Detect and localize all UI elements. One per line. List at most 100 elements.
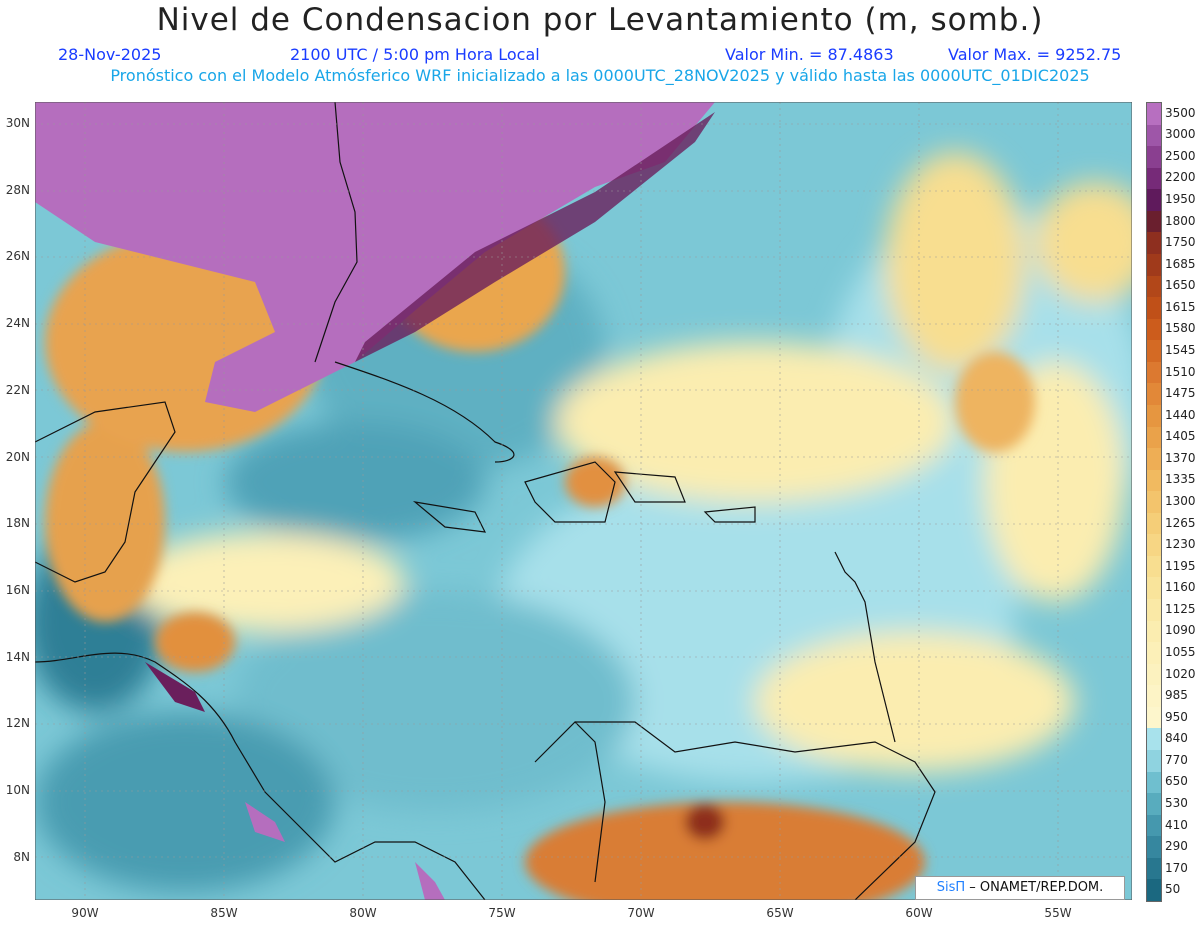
- colorbar-segment: [1147, 836, 1161, 859]
- lon-label: 90W: [71, 906, 99, 920]
- colorbar-segment: [1147, 728, 1161, 751]
- colorbar-segment: [1147, 857, 1161, 880]
- colorbar-label: 1580: [1165, 321, 1196, 336]
- colorbar-segment: [1147, 103, 1161, 126]
- colorbar-label: 840: [1165, 731, 1188, 746]
- colorbar-segment: [1147, 340, 1161, 363]
- colorbar-segment: [1147, 426, 1161, 449]
- colorbar-segment: [1147, 361, 1161, 384]
- lon-label: 80W: [349, 906, 377, 920]
- colorbar-label: 1090: [1165, 623, 1196, 638]
- sispi-logo: SisΠ: [936, 880, 966, 895]
- credit-box: SisΠ – ONAMET/REP.DOM.: [915, 876, 1125, 900]
- colorbar-segment: [1147, 512, 1161, 535]
- colorbar-segment: [1147, 448, 1161, 471]
- colorbar-label: 1265: [1165, 515, 1196, 530]
- lat-label: 28N: [5, 182, 30, 197]
- lon-label: 55W: [1044, 906, 1072, 920]
- lon-label: 75W: [488, 906, 516, 920]
- colorbar-segment: [1147, 685, 1161, 708]
- colorbar-segment: [1147, 167, 1161, 190]
- colorbar-label: 1125: [1165, 601, 1196, 616]
- colorbar-segment: [1147, 297, 1161, 320]
- lat-label: 10N: [5, 783, 30, 797]
- colorbar-label: 985: [1165, 688, 1188, 703]
- lat-label: 8N: [13, 849, 30, 864]
- colorbar-segment: [1147, 146, 1161, 169]
- colorbar-label: 1615: [1165, 299, 1196, 314]
- colorbar-segment: [1147, 771, 1161, 794]
- colorbar-label: 950: [1165, 709, 1188, 724]
- colorbar-label: 410: [1165, 817, 1188, 832]
- map-title: Nivel de Condensacion por Levantamiento …: [156, 2, 1044, 38]
- colorbar-segment: [1147, 253, 1161, 277]
- lon-label: 70W: [627, 906, 655, 920]
- colorbar-label: 1750: [1165, 235, 1196, 250]
- colorbar-label: 1020: [1165, 666, 1196, 681]
- colorbar-label: 3500: [1165, 105, 1196, 120]
- lon-label: 65W: [766, 906, 794, 920]
- colorbar-segment: [1147, 124, 1161, 147]
- colorbar-label: 1650: [1165, 278, 1196, 293]
- colorbar-segment: [1147, 210, 1161, 233]
- lat-label: 22N: [5, 382, 30, 397]
- colorbar-label: 3000: [1165, 127, 1196, 142]
- graticule: [35, 102, 1132, 900]
- lat-label: 24N: [5, 316, 30, 331]
- high-lcl-region: [35, 102, 715, 412]
- colorbar-label: 170: [1165, 860, 1188, 875]
- colorbar-label: 1055: [1165, 644, 1196, 659]
- colorbar-label: 1440: [1165, 407, 1196, 422]
- colorbar-label: 1160: [1165, 580, 1196, 595]
- lat-label: 30N: [5, 116, 30, 130]
- colorbar-label: 2500: [1165, 148, 1196, 163]
- colorbar-segment: [1147, 620, 1161, 643]
- colorbar-label: 1800: [1165, 213, 1196, 228]
- colorbar-segment: [1147, 189, 1161, 212]
- colorbar-label: 650: [1165, 774, 1188, 789]
- colorbar-label: 1475: [1165, 386, 1196, 401]
- colorbar-segment: [1147, 555, 1161, 578]
- colorbar-segment: [1147, 879, 1161, 902]
- forecast-time: 2100 UTC / 5:00 pm Hora Local: [290, 45, 540, 64]
- credit-text: – ONAMET/REP.DOM.: [969, 880, 1104, 895]
- colorbar-segment: [1147, 663, 1161, 686]
- colorbar-label: 1300: [1165, 494, 1196, 508]
- colorbar-segment: [1147, 232, 1161, 255]
- min-value: Valor Min. = 87.4863: [725, 45, 894, 64]
- colorbar-label: 1335: [1165, 472, 1196, 487]
- colorbar-label: 530: [1165, 795, 1188, 810]
- colorbar-label: 50: [1165, 882, 1181, 897]
- colorbar-segment: [1147, 491, 1161, 514]
- colorbar-label: 1950: [1165, 192, 1196, 207]
- colorbar-segment: [1147, 793, 1161, 816]
- max-value: Valor Max. = 9252.75: [948, 45, 1122, 64]
- colorbar: [1146, 102, 1162, 902]
- colorbar-segment: [1147, 599, 1161, 622]
- colorbar-segment: [1147, 318, 1161, 341]
- lon-label: 60W: [905, 906, 933, 920]
- colorbar-segment: [1147, 275, 1161, 298]
- colorbar-segment: [1147, 404, 1161, 427]
- coastlines: [35, 102, 936, 900]
- colorbar-segment: [1147, 577, 1161, 600]
- lat-label: 16N: [5, 582, 30, 597]
- colorbar-segment: [1147, 642, 1161, 665]
- colorbar-segment: [1147, 469, 1161, 492]
- colorbar-label: 290: [1165, 839, 1188, 854]
- lcl-map: [35, 102, 1132, 900]
- colorbar-label: 1195: [1165, 558, 1196, 573]
- colorbar-label: 2200: [1165, 170, 1196, 185]
- lat-label: 20N: [5, 449, 30, 464]
- lon-label: 85W: [210, 906, 238, 920]
- colorbar-label: 1370: [1165, 450, 1196, 465]
- colorbar-segment: [1147, 814, 1161, 837]
- colorbar-label: 1685: [1165, 256, 1196, 271]
- model-description: Pronóstico con el Modelo Atmósferico WRF…: [110, 66, 1090, 85]
- colorbar-segment: [1147, 706, 1161, 729]
- colorbar-segment: [1147, 534, 1161, 557]
- colorbar-segment: [1147, 750, 1161, 773]
- colorbar-label: 770: [1165, 752, 1188, 767]
- lat-label: 14N: [5, 649, 30, 664]
- lat-label: 12N: [5, 716, 30, 731]
